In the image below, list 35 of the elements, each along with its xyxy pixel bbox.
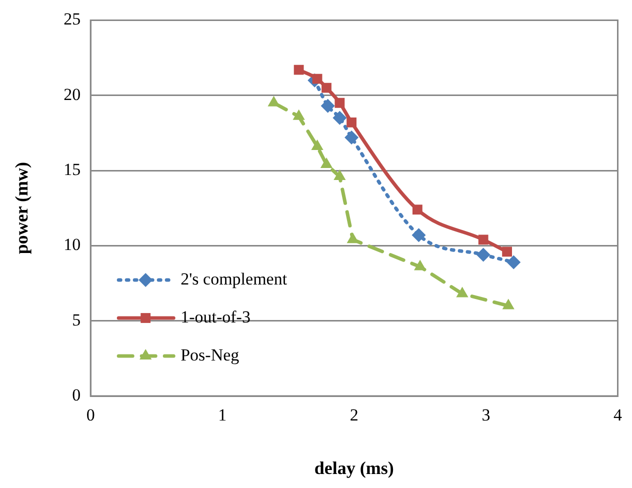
- point: [322, 82, 332, 93]
- point: [412, 228, 426, 242]
- y-tick-label: 10: [64, 235, 81, 254]
- y-tick-label: 0: [72, 385, 81, 404]
- legend-label: 1-out-of-3: [180, 307, 250, 326]
- point: [294, 64, 304, 75]
- x-tick-label: 4: [614, 406, 622, 425]
- point: [346, 232, 359, 244]
- point: [320, 158, 333, 168]
- point: [478, 234, 488, 245]
- y-axis-title: power (mw): [11, 162, 32, 254]
- point: [334, 170, 346, 180]
- point: [456, 286, 468, 298]
- point: [334, 98, 345, 108]
- point: [344, 130, 359, 144]
- x-tick-label: 1: [218, 406, 227, 425]
- y-tick-label: 15: [64, 160, 81, 179]
- legend-label: Pos-Neg: [180, 345, 240, 364]
- point: [476, 248, 490, 262]
- y-tick-label: 25: [64, 10, 81, 29]
- x-axis-title: delay (ms): [314, 458, 394, 478]
- point: [332, 110, 347, 125]
- point: [502, 298, 514, 310]
- x-tick-label: 0: [86, 406, 95, 425]
- point: [412, 204, 422, 215]
- point: [414, 260, 426, 270]
- y-tick-label: 5: [72, 310, 81, 330]
- legend-label: 2's complement: [180, 269, 288, 288]
- x-tick-label: 2: [350, 406, 358, 425]
- point: [320, 98, 335, 113]
- x-tick-label: 3: [482, 406, 490, 425]
- point: [506, 255, 521, 270]
- y-tick-label: 20: [64, 84, 81, 104]
- point: [502, 246, 512, 257]
- point: [346, 117, 356, 128]
